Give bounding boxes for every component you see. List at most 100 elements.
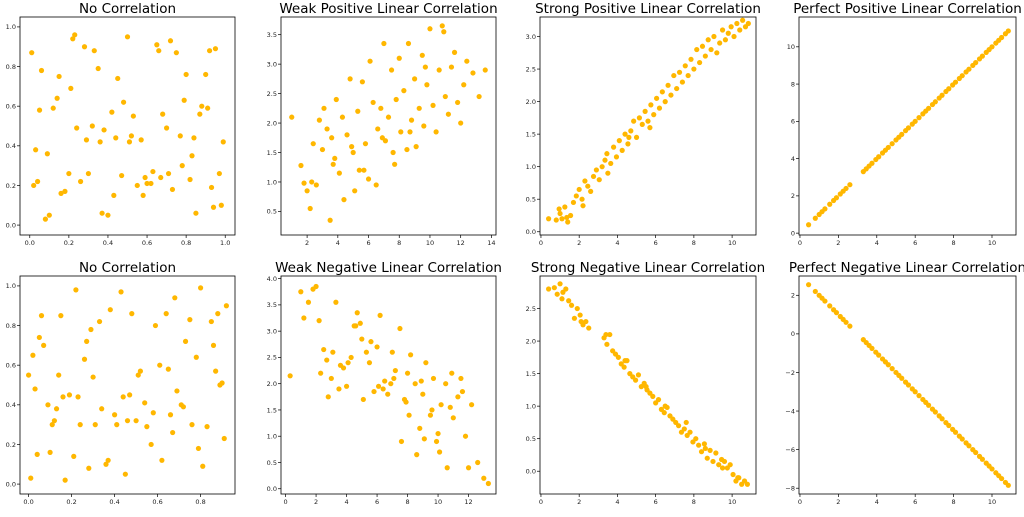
data-point (912, 118, 918, 124)
data-point (412, 381, 418, 387)
data-point (939, 92, 945, 98)
data-point (430, 102, 436, 108)
data-point (619, 147, 625, 153)
data-point (899, 131, 905, 137)
data-point (459, 388, 466, 395)
y-tick-label: 0.4 (6, 142, 16, 150)
data-point (449, 370, 455, 376)
data-point (348, 354, 354, 361)
data-point (397, 325, 403, 332)
data-point (370, 99, 376, 106)
data-point (349, 144, 355, 150)
data-point (46, 212, 52, 218)
chart-panel-3: Strong Positive Linear Correlation 0 2 4 6 8 1… (526, 1, 761, 247)
data-point (707, 447, 713, 453)
data-point (616, 138, 622, 144)
data-point (827, 201, 833, 207)
data-point (354, 310, 360, 316)
data-point (205, 105, 211, 111)
data-point (647, 125, 653, 131)
y-tick-label: 8 (791, 80, 795, 88)
data-point (710, 458, 716, 465)
data-point (148, 441, 154, 448)
data-point (889, 366, 895, 372)
data-point (144, 180, 150, 187)
chart-title: Strong Positive Linear Correlation (535, 1, 761, 17)
data-point (379, 135, 385, 141)
data-point (932, 409, 938, 415)
data-point (360, 396, 366, 403)
data-point (352, 188, 358, 194)
data-point (77, 178, 84, 185)
x-tick-label: 12 (457, 239, 465, 247)
data-point (642, 108, 648, 114)
data-point (576, 186, 582, 193)
y-tick-label: 1.5 (267, 149, 277, 157)
data-point (593, 167, 599, 173)
data-point (806, 282, 812, 288)
data-point (603, 331, 609, 338)
data-point (847, 182, 853, 188)
x-tick-label: 10 (988, 239, 996, 247)
data-point (111, 192, 117, 198)
data-point (717, 40, 723, 46)
x-tick-label: 4 (336, 239, 340, 247)
data-point (183, 71, 189, 78)
data-point (455, 99, 461, 106)
data-point (482, 67, 488, 73)
y-tick-label: 2.5 (267, 354, 277, 362)
y-tick-label: 3.0 (526, 33, 536, 41)
data-point (632, 377, 639, 383)
x-tick-label: 8 (692, 498, 696, 506)
data-point (34, 451, 40, 457)
data-point (325, 394, 331, 400)
data-point (427, 412, 434, 418)
data-point (719, 27, 726, 33)
data-point (66, 392, 73, 398)
data-point (91, 48, 97, 54)
data-point (696, 442, 702, 448)
x-tick-label: 6 (913, 498, 917, 506)
y-tick-label: 0 (791, 229, 795, 237)
data-point (62, 188, 68, 194)
data-point (635, 372, 642, 378)
y-tick-label: 4.0 (267, 275, 277, 283)
data-point (607, 331, 613, 338)
data-point (377, 312, 383, 318)
data-point (566, 298, 572, 304)
data-point (357, 320, 363, 326)
data-point (359, 79, 365, 85)
y-tick-label: 3.0 (267, 60, 277, 68)
data-point (693, 436, 699, 442)
y-tick-label: 1.0 (526, 402, 536, 410)
data-point (337, 362, 344, 368)
data-point (129, 311, 135, 317)
data-point (405, 40, 412, 47)
data-point (33, 147, 39, 153)
data-point (313, 182, 319, 188)
data-point (404, 370, 411, 376)
data-point (45, 402, 51, 408)
data-point (621, 364, 627, 370)
data-point (422, 64, 428, 70)
data-point (81, 44, 88, 50)
data-point (721, 458, 728, 465)
data-point (42, 216, 49, 222)
data-point (30, 352, 36, 358)
x-tick-label: 0.6 (142, 239, 152, 247)
x-tick-label: 6 (366, 239, 370, 247)
x-tick-label: 8 (405, 498, 409, 506)
x-tick-label: 0 (798, 239, 802, 247)
data-point (167, 38, 174, 44)
data-point (148, 180, 154, 187)
data-point (643, 384, 649, 390)
data-point (392, 367, 398, 374)
data-point (876, 154, 882, 160)
data-point (56, 372, 62, 378)
x-tick-label: 0.4 (103, 239, 113, 247)
data-point (105, 212, 111, 218)
data-point (333, 299, 339, 305)
data-point (735, 475, 741, 481)
x-tick-label: 1.0 (220, 239, 230, 247)
data-point (36, 334, 42, 341)
